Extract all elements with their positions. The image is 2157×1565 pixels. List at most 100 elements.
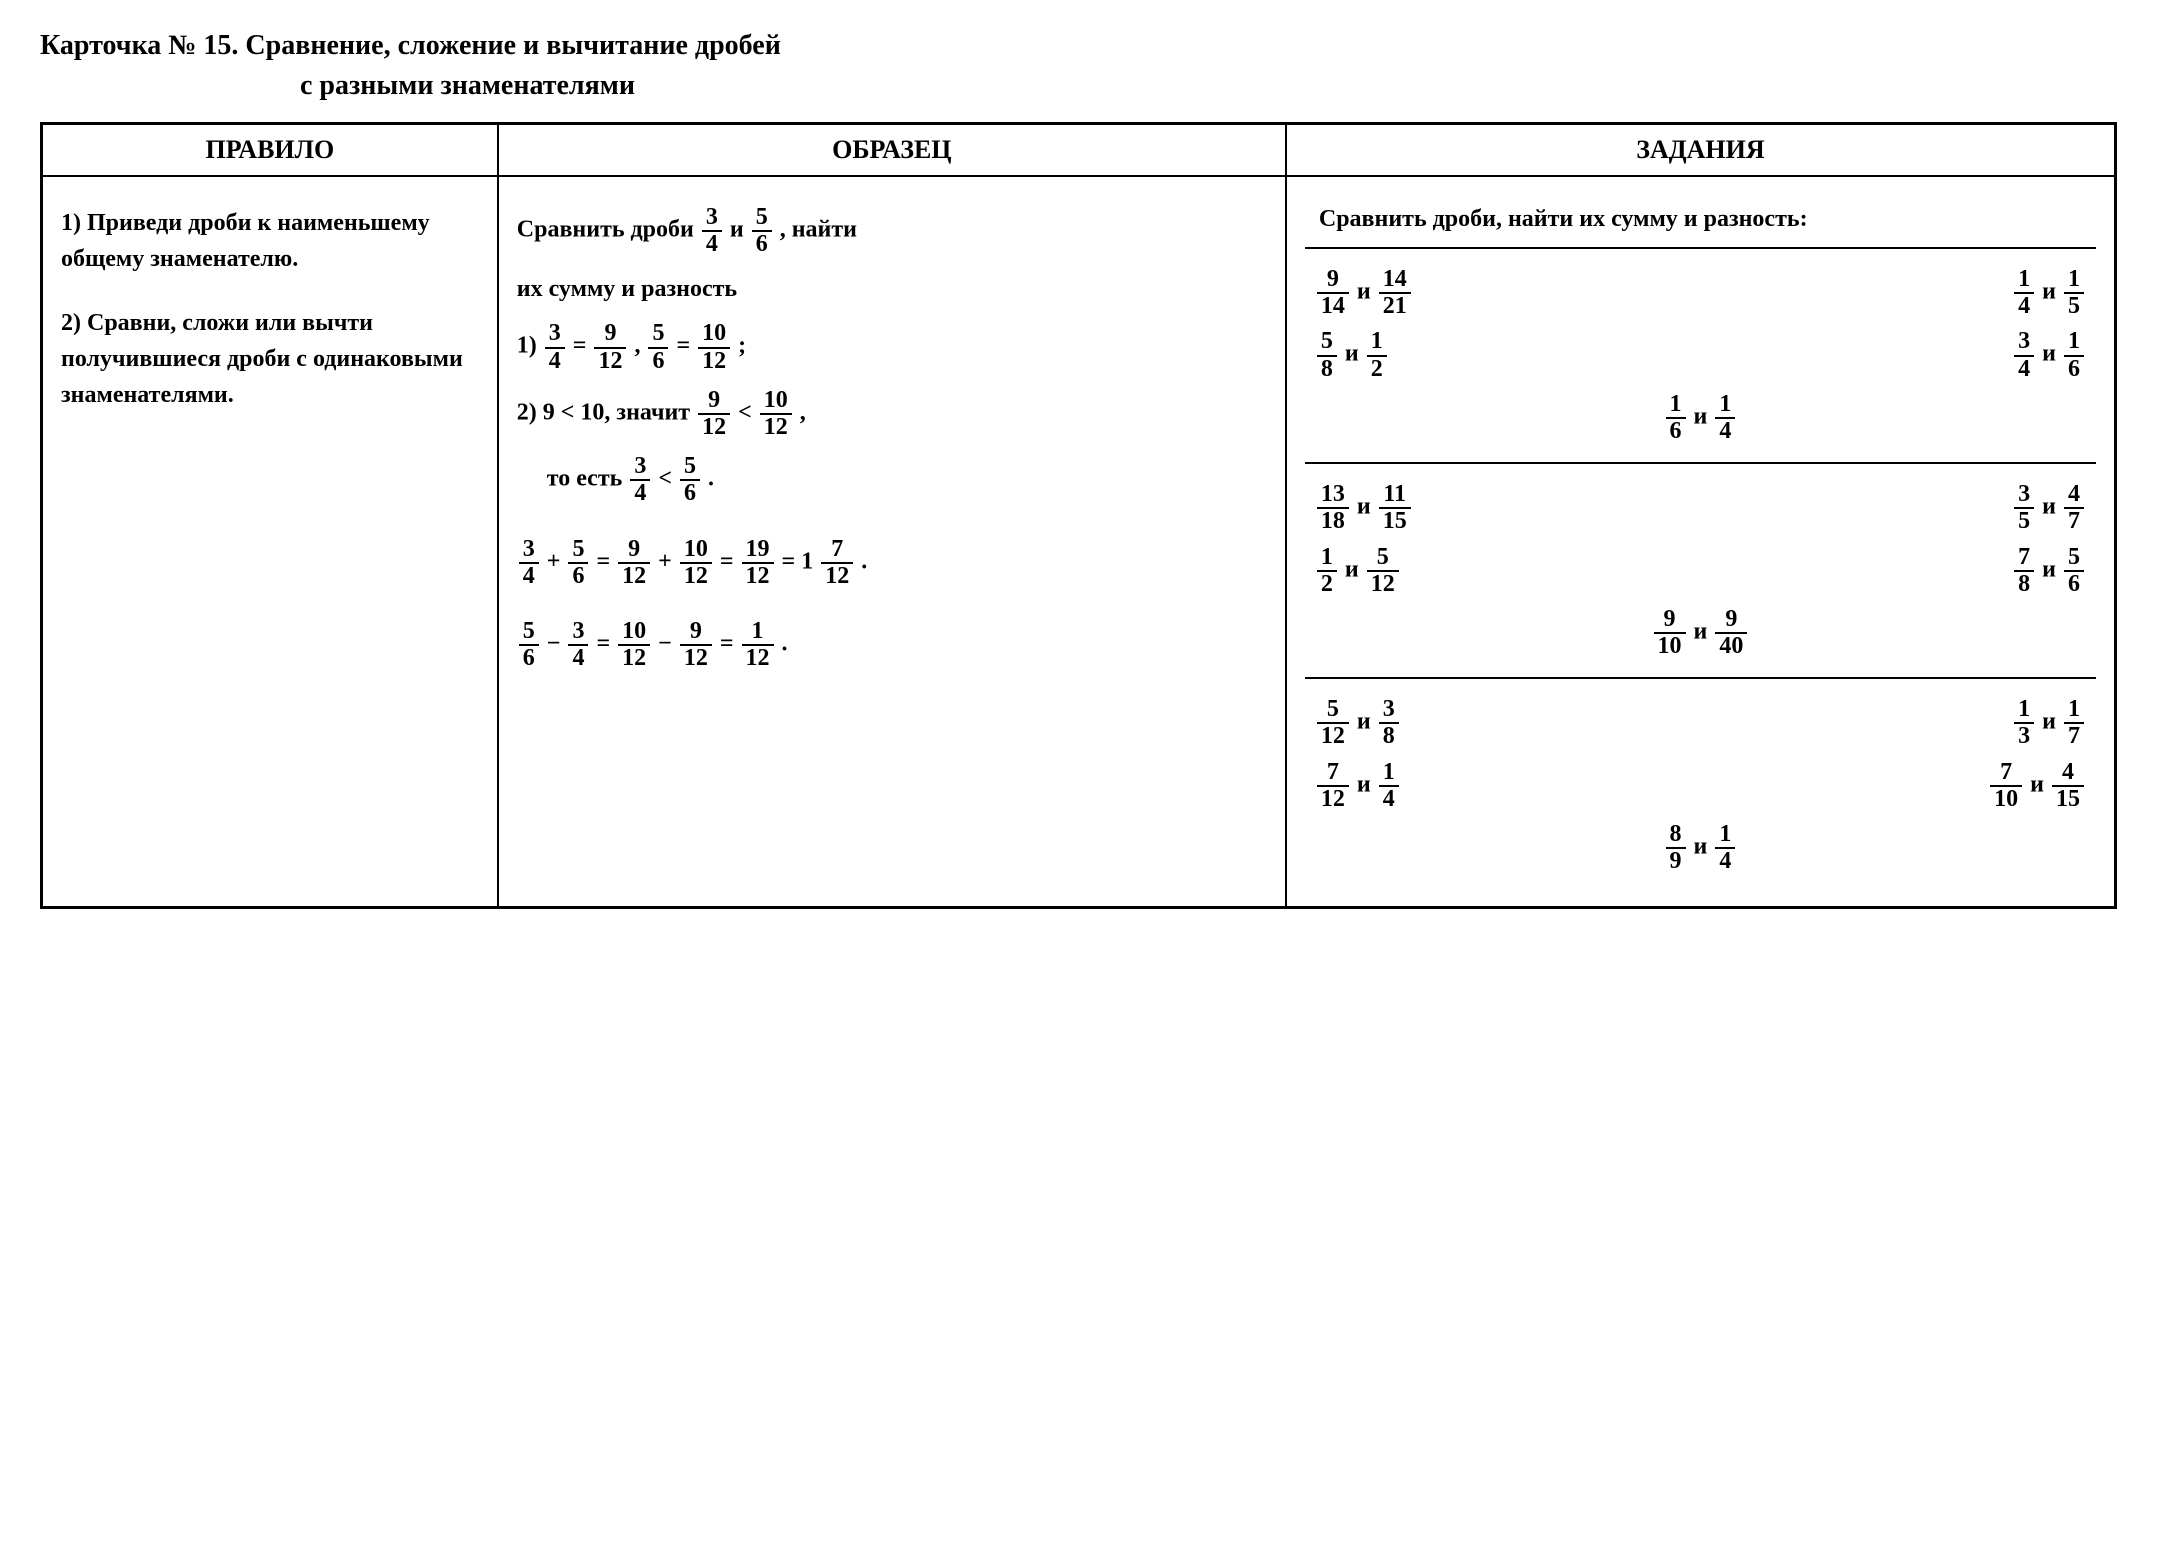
numerator: 9 <box>618 537 650 564</box>
text: − <box>547 631 567 657</box>
numerator: 9 <box>698 388 730 415</box>
fraction: 1912 <box>742 537 774 589</box>
numerator: 1 <box>2064 267 2084 294</box>
fraction: 58 <box>1317 329 1337 381</box>
text: ; <box>738 333 746 359</box>
sample-diff: 56 − 34 = 1012 − 912 = 112 . <box>517 619 1267 671</box>
denominator: 2 <box>1317 572 1337 597</box>
fraction: 15 <box>2064 267 2084 319</box>
text: и <box>1345 341 1365 367</box>
fraction: 112 <box>742 619 774 671</box>
fraction: 34 <box>630 454 650 506</box>
task-row: 712 и 14 710 и 415 <box>1315 760 2086 812</box>
text: = <box>596 548 616 574</box>
denominator: 8 <box>2014 572 2034 597</box>
denominator: 12 <box>1317 787 1349 812</box>
numerator: 5 <box>568 537 588 564</box>
numerator: 3 <box>1379 697 1399 724</box>
fraction: 38 <box>1379 697 1399 749</box>
denominator: 6 <box>2064 572 2084 597</box>
text: = <box>782 548 802 574</box>
denominator: 4 <box>545 349 565 374</box>
numerator: 19 <box>742 537 774 564</box>
numerator: 1 <box>1715 822 1735 849</box>
task-pair: 914 и 1421 <box>1315 267 1413 319</box>
fraction: 34 <box>568 619 588 671</box>
task-pair-center: 16 и 14 <box>1315 392 2086 444</box>
denominator: 6 <box>568 564 588 589</box>
task-pair: 35 и 47 <box>2012 482 2086 534</box>
denominator: 7 <box>2064 724 2084 749</box>
sample-intro-2: их сумму и разность <box>517 271 1267 307</box>
numerator: 10 <box>760 388 792 415</box>
denominator: 7 <box>2064 509 2084 534</box>
denominator: 4 <box>1379 787 1399 812</box>
fraction: 34 <box>545 321 565 373</box>
fraction: 1421 <box>1379 267 1411 319</box>
text: + <box>547 548 567 574</box>
fraction: 16 <box>2064 329 2084 381</box>
tasks-header: Сравнить дроби, найти их сумму и разност… <box>1305 191 2096 249</box>
text: , <box>634 333 646 359</box>
numerator: 14 <box>1379 267 1411 294</box>
denominator: 6 <box>519 646 539 671</box>
task-pair-center: 89 и 14 <box>1315 822 2086 874</box>
task-pair: 512 и 38 <box>1315 697 1401 749</box>
denominator: 4 <box>519 564 539 589</box>
text: , найти <box>780 217 857 243</box>
denominator: 4 <box>1715 849 1735 874</box>
numerator: 1 <box>2064 329 2084 356</box>
numerator: 9 <box>1317 267 1349 294</box>
numerator: 1 <box>1367 329 1387 356</box>
fraction: 56 <box>568 537 588 589</box>
numerator: 5 <box>1317 329 1337 356</box>
denominator: 40 <box>1715 634 1747 659</box>
denominator: 12 <box>618 564 650 589</box>
tasks-cell: Сравнить дроби, найти их сумму и разност… <box>1286 176 2116 908</box>
sample-intro: Сравнить дроби 34 и 56 , найти <box>517 205 1267 257</box>
denominator: 4 <box>2014 294 2034 319</box>
numerator: 10 <box>698 321 730 348</box>
numerator: 9 <box>594 321 626 348</box>
mixed-int: 1 <box>801 548 813 574</box>
task-pair: 710 и 415 <box>1988 760 2086 812</box>
text: < <box>738 399 758 425</box>
task-group-1: 914 и 1421 14 и 15 <box>1305 249 2096 464</box>
header-rule: ПРАВИЛО <box>42 124 498 177</box>
task-pair: 78 и 56 <box>2012 545 2086 597</box>
text: 1) <box>517 333 543 359</box>
fraction: 1012 <box>618 619 650 671</box>
numerator: 3 <box>2014 482 2034 509</box>
fraction: 710 <box>1990 760 2022 812</box>
numerator: 4 <box>2064 482 2084 509</box>
denominator: 12 <box>821 564 853 589</box>
numerator: 1 <box>1666 392 1686 419</box>
denominator: 12 <box>698 415 730 440</box>
text: + <box>658 548 678 574</box>
fraction: 14 <box>1715 392 1735 444</box>
denominator: 12 <box>760 415 792 440</box>
text: , <box>800 399 806 425</box>
fraction: 912 <box>594 321 626 373</box>
denominator: 8 <box>1379 724 1399 749</box>
text: и <box>1694 403 1714 429</box>
task-row: 512 и 38 13 и 17 <box>1315 697 2086 749</box>
rule-item-1: 1) Приведи дроби к наименьшему общему зн… <box>61 205 479 277</box>
fraction: 1012 <box>680 537 712 589</box>
denominator: 12 <box>680 646 712 671</box>
task-row: 914 и 1421 14 и 15 <box>1315 267 2086 319</box>
task-pair: 34 и 16 <box>2012 329 2086 381</box>
fraction: 16 <box>1666 392 1686 444</box>
numerator: 7 <box>2014 545 2034 572</box>
text: и <box>2042 556 2062 582</box>
denominator: 5 <box>2064 294 2084 319</box>
numerator: 7 <box>1990 760 2022 787</box>
task-row: 58 и 12 34 и 16 <box>1315 329 2086 381</box>
denominator: 12 <box>698 349 730 374</box>
denominator: 4 <box>568 646 588 671</box>
denominator: 18 <box>1317 509 1349 534</box>
task-pair: 13 и 17 <box>2012 697 2086 749</box>
fraction: 89 <box>1666 822 1686 874</box>
denominator: 6 <box>648 349 668 374</box>
numerator: 4 <box>2052 760 2084 787</box>
